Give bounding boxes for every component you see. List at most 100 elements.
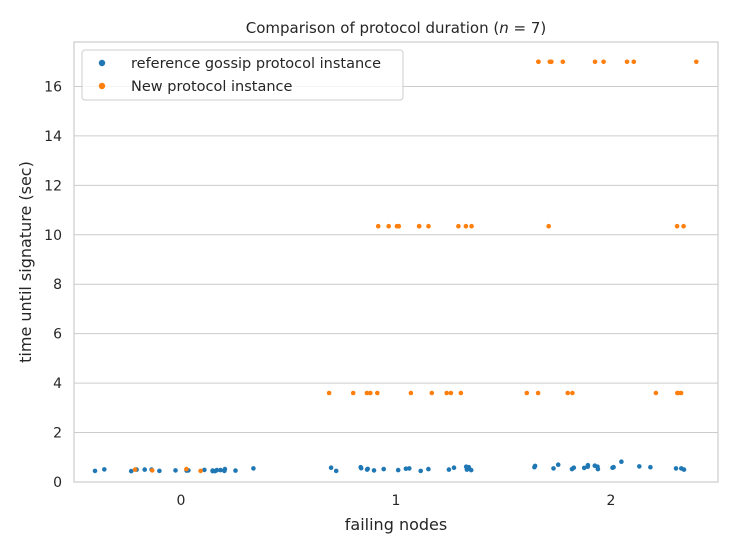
reference-data-point [395, 467, 401, 473]
reference-data-point [555, 462, 561, 468]
reference-data-point [222, 466, 228, 472]
new-protocol-data-point [184, 466, 189, 472]
reference-data-point [102, 467, 107, 472]
legend-marker-reference [98, 59, 106, 67]
y-tick-label: 2 [53, 426, 62, 442]
reference-data-point [142, 467, 147, 472]
new-protocol-data-point [592, 59, 598, 65]
legend: reference gossip protocol instance New p… [81, 49, 404, 101]
y-tick-label: 0 [53, 475, 62, 491]
new-protocol-data-point [456, 223, 461, 229]
new-protocol-data-point [536, 59, 541, 65]
legend-label-reference: reference gossip protocol instance [131, 56, 381, 72]
new-protocol-data-point [444, 390, 450, 396]
reference-data-point [218, 467, 223, 473]
reference-data-point [157, 468, 162, 474]
reference-data-point [648, 464, 653, 470]
new-protocol-data-point [368, 390, 373, 396]
reference-data-point [233, 468, 238, 473]
reference-data-point [328, 465, 334, 471]
new-protocol-data-point [132, 467, 138, 472]
y-tick-label: 10 [44, 228, 62, 244]
reference-data-point [619, 459, 624, 465]
reference-data-point [426, 466, 431, 472]
reference-data-point [585, 464, 590, 470]
reference-data-point [468, 467, 474, 473]
reference-data-point [381, 466, 387, 472]
reference-data-point [551, 466, 556, 471]
reference-data-point [532, 464, 537, 470]
y-tick-label: 8 [53, 277, 62, 293]
reference-data-point [128, 468, 134, 474]
data-points [92, 59, 699, 474]
new-protocol-data-point [463, 223, 469, 229]
reference-data-point [403, 466, 409, 472]
reference-data-point [92, 468, 98, 474]
new-protocol-data-point [653, 390, 659, 396]
new-protocol-data-point [469, 223, 474, 229]
new-protocol-data-point [675, 390, 680, 396]
new-protocol-data-point [350, 390, 356, 396]
reference-data-point [637, 464, 642, 469]
reference-data-point [210, 468, 215, 473]
new-protocol-data-point [681, 223, 686, 229]
reference-data-point [446, 467, 452, 472]
new-protocol-data-point [631, 59, 637, 65]
new-protocol-data-point [624, 59, 630, 65]
new-protocol-data-point [326, 390, 332, 396]
new-protocol-data-point [394, 223, 400, 229]
reference-data-point [407, 466, 412, 471]
new-protocol-data-point [416, 223, 422, 229]
legend-marker-new [98, 82, 106, 90]
reference-data-point [418, 468, 424, 474]
new-protocol-data-point [546, 223, 551, 229]
new-protocol-data-point [198, 468, 203, 474]
reference-data-point [571, 465, 577, 471]
new-protocol-data-point [458, 390, 464, 396]
new-protocol-data-point [408, 390, 414, 396]
new-protocol-data-point [149, 468, 155, 473]
x-tick-label: 2 [607, 493, 616, 509]
y-tick-label: 14 [44, 129, 62, 145]
reference-data-point [251, 466, 256, 471]
reference-data-point [463, 464, 469, 470]
reference-data-point [202, 467, 207, 473]
reference-data-point [358, 464, 364, 470]
reference-data-point [673, 466, 679, 471]
x-tick-labels: 0 1 2 [177, 493, 616, 509]
reference-data-point [451, 465, 457, 471]
y-axis-title: time until signature (sec) [16, 161, 35, 363]
new-protocol-data-point [448, 390, 454, 396]
y-tick-labels: 0 2 4 6 8 10 12 14 16 [44, 79, 62, 491]
new-protocol-data-point [426, 223, 431, 229]
reference-data-point [581, 465, 587, 471]
plot-frame [73, 41, 719, 483]
reference-data-point [681, 467, 687, 472]
new-protocol-data-point [565, 390, 570, 396]
new-protocol-data-point [601, 59, 606, 65]
legend-box [81, 49, 404, 101]
new-protocol-data-point [547, 59, 553, 65]
new-protocol-data-point [386, 223, 392, 229]
x-tick-label: 0 [177, 493, 186, 509]
new-protocol-data-point [570, 390, 575, 396]
y-tick-label: 4 [53, 376, 62, 392]
new-protocol-data-point [678, 390, 684, 396]
reference-data-point [371, 468, 377, 473]
new-protocol-data-point [429, 390, 435, 396]
new-protocol-data-point [524, 390, 530, 396]
x-tick-label: 1 [392, 493, 401, 509]
new-protocol-data-point [560, 59, 566, 65]
y-tick-label: 12 [44, 178, 62, 194]
reference-data-point [595, 466, 601, 472]
new-protocol-data-point [364, 390, 370, 396]
y-tick-label: 6 [53, 327, 62, 343]
reference-data-point [592, 463, 598, 469]
reference-data-point [364, 467, 370, 472]
reference-data-point [173, 468, 178, 473]
reference-data-point [611, 464, 616, 470]
x-axis-title: failing nodes [345, 515, 447, 534]
new-protocol-data-point [674, 223, 680, 229]
chart-title: Comparison of protocol duration (n = 7) [246, 19, 547, 37]
